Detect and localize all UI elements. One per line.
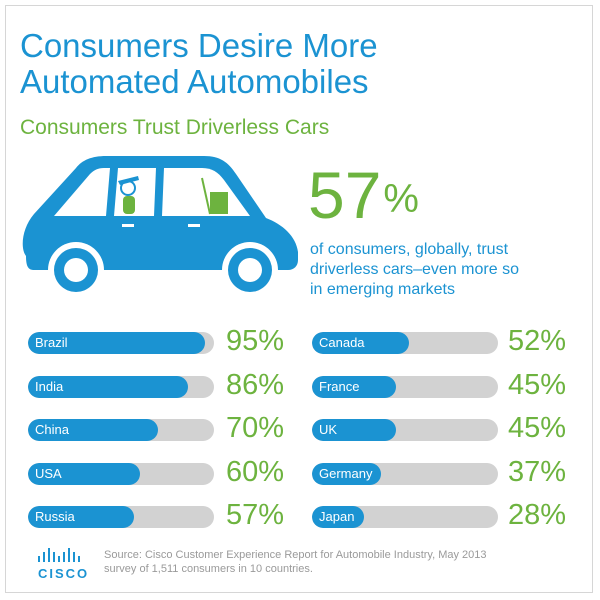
bar-track: Germany [312,462,498,485]
source-line-1: Source: Cisco Customer Experience Report… [104,549,487,561]
cisco-logo-bars [38,548,80,562]
source-note: Source: Cisco Customer Experience Report… [104,548,564,576]
bar-label: India [35,378,64,394]
headline-desc-line-3: in emerging markets [310,281,455,298]
bar-label: Canada [319,335,365,350]
bar-track: India [28,375,214,398]
bar-uk [312,419,396,441]
headline-value: 57 [308,158,382,232]
bar-value-label: 45% [508,412,567,444]
bar-label: Brazil [35,335,68,350]
headline-desc-line-2: driverless cars–even more so [310,261,519,278]
bar-row-brazil: Brazil 95% [28,325,296,357]
bar-row-canada: Canada 52% [312,325,578,357]
bar-brazil [28,332,205,354]
bar-label: USA [35,465,62,481]
subtitle: Consumers Trust Driverless Cars [20,116,330,139]
bar-japan [312,506,364,528]
title-line-1: Consumers Desire More [20,27,378,64]
bar-label: Japan [319,509,355,524]
car-illustration [22,156,298,298]
bar-china [28,419,158,441]
bar-track: USA [28,462,214,485]
bar-track: China [28,419,214,441]
headline-percent-symbol: % [383,177,419,221]
bar-germany [312,462,381,485]
bar-row-russia: Russia 57% [28,499,296,531]
bar-row-usa: USA 60% [28,456,296,488]
infographic-frame [5,5,593,593]
bar-label: UK [319,422,338,437]
bar-label: France [319,378,360,394]
bar-usa [28,462,140,485]
bar-track: Brazil [28,332,214,354]
bar-value-label: 95% [226,325,285,357]
bar-label: Germany [319,465,373,481]
bar-russia [28,506,134,528]
bar-canada [312,332,409,354]
car-front-window [54,168,110,216]
bar-row-uk: UK 45% [312,412,578,444]
bar-value-label: 52% [508,325,567,357]
bar-track: Japan [312,506,498,528]
bar-india [28,375,188,398]
headline-description: of consumers, globally, trust driverless… [310,240,580,300]
bar-label: China [35,422,69,437]
bar-value-label: 57% [226,499,285,531]
source-line-2: survey of 1,511 consumers in 10 countrie… [104,563,313,575]
bar-row-japan: Japan 28% [312,499,578,531]
bar-value-label: 37% [508,455,567,488]
bar-value-label: 45% [508,368,567,401]
bar-track: UK [312,419,498,441]
bar-track: France [312,375,498,398]
driver-cap [118,176,139,185]
bar-row-germany: Germany 37% [312,456,578,488]
bar-value-label: 28% [508,499,567,531]
headline-percentage: 57% [308,160,419,230]
bar-row-india: India 86% [28,369,296,401]
car-seat [210,192,228,214]
page-title: Consumers Desire More Automated Automobi… [20,28,580,100]
bar-value-label: 60% [226,455,285,488]
bar-value-label: 70% [226,412,285,444]
bar-label: Russia [35,509,75,524]
bar-row-china: China 70% [28,412,296,444]
bar-track: Canada [312,332,498,354]
cisco-logo-text: CISCO [38,566,90,581]
bar-value-label: 86% [226,368,285,401]
bar-row-france: France 45% [312,369,578,401]
title-line-2: Automated Automobiles [20,63,369,100]
headline-desc-line-1: of consumers, globally, trust [310,241,509,258]
driver-body [123,196,135,214]
bar-france [312,375,396,398]
bar-track: Russia [28,506,214,528]
